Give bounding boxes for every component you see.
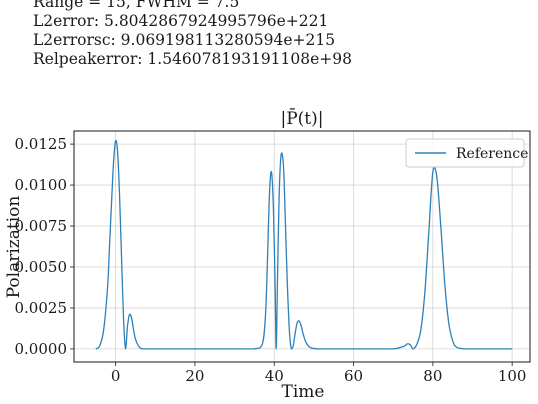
x-tick-label: 80	[423, 367, 442, 385]
legend-label-reference: Reference	[456, 146, 528, 162]
axis-ticks: 0 20 40 60 80 100 0.0000 0.0025 0.0050 0.0075 0.01…	[15, 135, 527, 385]
y-tick-label: 0.0025	[15, 299, 68, 317]
x-tick-label: 60	[344, 367, 363, 385]
x-tick-label: 20	[185, 367, 204, 385]
legend: Reference	[405, 138, 528, 168]
x-tick-label: 100	[498, 367, 527, 385]
x-tick-label: 40	[265, 367, 284, 385]
l2error-text: L2error: 5.8042867924995796e+221	[33, 12, 329, 30]
series-layer	[95, 139, 513, 350]
series-line-reference	[95, 139, 513, 350]
relpeakerror-text: Relpeakerror: 1.546078193191108e+98	[33, 50, 353, 68]
chart-title: |P̄(t)|	[281, 107, 324, 129]
y-axis-label: Polarization	[4, 196, 24, 299]
y-tick-label: 0.0075	[15, 217, 68, 235]
y-tick-label: 0.0050	[15, 258, 68, 276]
run-info: Range = 15, FWHM = 7.5 L2error: 5.804286…	[33, 0, 352, 69]
x-axis-label: Time	[282, 382, 325, 402]
y-tick-label: 0.0000	[15, 340, 68, 358]
x-tick-label: 0	[111, 367, 121, 385]
plot-frame	[73, 130, 531, 363]
l2errorsc-text: L2errorsc: 9.069198113280594e+215	[33, 31, 336, 49]
legend-box	[405, 138, 525, 168]
y-tick-label: 0.0125	[15, 135, 68, 153]
y-tick-label: 0.0100	[15, 176, 68, 194]
range-fwhm-text: Range = 15, FWHM = 7.5	[33, 0, 240, 11]
